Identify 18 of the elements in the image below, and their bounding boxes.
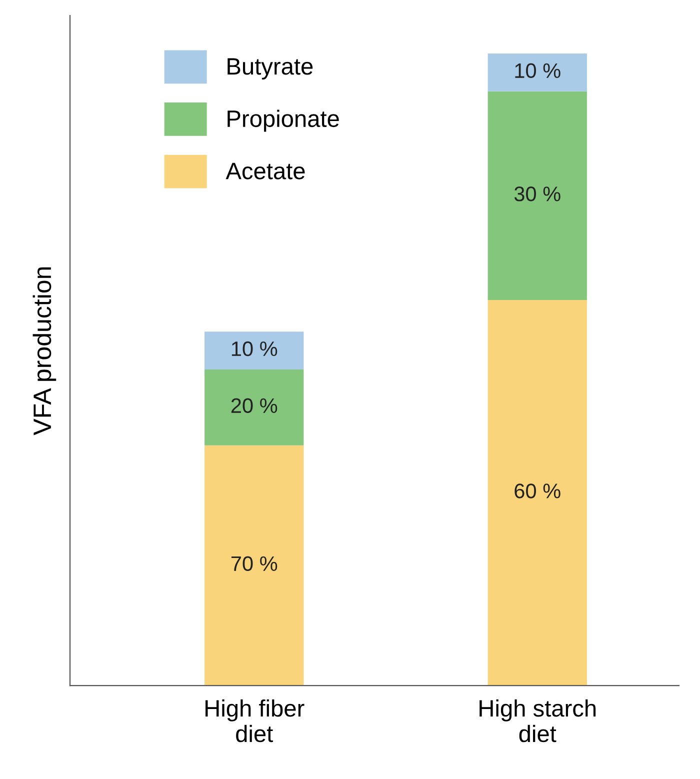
annotation: 10 % — [515, 63, 560, 78]
legend-label: Butyrate — [228, 58, 313, 80]
annotation: 30 % — [514, 186, 560, 202]
y-axis-title: VFA production — [32, 267, 56, 436]
bar — [488, 54, 587, 92]
bar — [488, 91, 587, 300]
annotation: 70 % — [231, 556, 278, 572]
bar — [204, 370, 304, 446]
annotation: 10 % — [232, 341, 278, 356]
legend-label: Acetate — [226, 162, 305, 180]
annotation: 60 % — [514, 484, 560, 498]
legend-label: Propionate — [228, 110, 339, 132]
x-tick-label: High starch diet — [480, 699, 596, 742]
annotation: 20 % — [231, 398, 278, 414]
bar — [488, 300, 587, 686]
bar — [204, 445, 304, 686]
bar — [204, 332, 304, 370]
x-tick-label: High fiber diet — [206, 699, 304, 742]
